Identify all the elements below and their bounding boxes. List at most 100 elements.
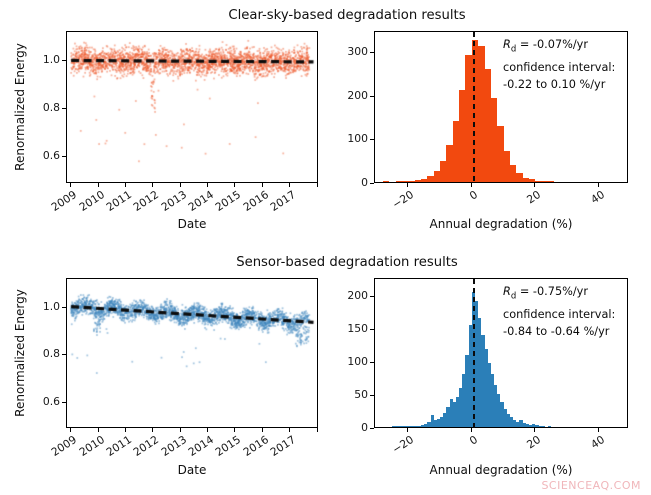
histogram-bar bbox=[421, 178, 428, 182]
tick-mark bbox=[597, 183, 599, 187]
tick-mark bbox=[70, 428, 72, 432]
tick-mark bbox=[70, 183, 72, 187]
y-tick-label: 50 bbox=[354, 388, 368, 402]
histogram-bar bbox=[424, 423, 428, 427]
histogram-bar bbox=[478, 318, 482, 427]
tick-mark bbox=[597, 428, 599, 432]
y-tick-label: 0.8 bbox=[42, 101, 60, 115]
tick-mark bbox=[370, 95, 374, 97]
histogram-bar bbox=[516, 173, 523, 182]
tick-mark bbox=[124, 428, 126, 432]
tick-mark bbox=[62, 354, 66, 356]
histogram-bar bbox=[484, 69, 491, 182]
histogram-bar bbox=[484, 349, 488, 427]
histogram-bar bbox=[481, 334, 485, 427]
x-axis-label-degradation-top: Annual degradation (%) bbox=[429, 217, 573, 231]
tick-mark bbox=[207, 428, 209, 432]
clearsky-histogram-axes bbox=[374, 31, 628, 184]
rd-value-line: Rd = -0.75%/yr bbox=[503, 285, 589, 302]
tick-mark bbox=[534, 428, 536, 432]
median-degradation-dashline bbox=[472, 32, 476, 184]
top-row-title: Clear-sky-based degradation results bbox=[228, 8, 466, 23]
tick-mark bbox=[152, 183, 154, 187]
sensor-scatter-axes bbox=[66, 278, 319, 429]
histogram-bar bbox=[462, 374, 466, 427]
tick-mark bbox=[62, 401, 66, 403]
tick-mark bbox=[97, 183, 99, 187]
histogram-bar bbox=[541, 181, 549, 182]
tick-mark bbox=[234, 428, 236, 432]
histogram-bar bbox=[497, 126, 504, 182]
tick-mark bbox=[62, 59, 66, 61]
histogram-bar bbox=[398, 426, 402, 427]
histogram-bar bbox=[408, 425, 412, 427]
histogram-bar bbox=[459, 90, 466, 182]
histogram-bar bbox=[538, 425, 542, 427]
tick-mark bbox=[179, 428, 181, 432]
clearsky-scatter-axes bbox=[66, 31, 319, 184]
histogram-bar bbox=[465, 354, 469, 427]
y-tick-label: 1.0 bbox=[42, 299, 60, 313]
tick-mark bbox=[407, 428, 409, 432]
confidence-label-line: confidence interval: bbox=[503, 60, 616, 74]
histogram-bar bbox=[430, 415, 434, 427]
histogram-bar bbox=[509, 417, 514, 427]
histogram-bar bbox=[509, 165, 517, 182]
histogram-bar bbox=[452, 120, 460, 182]
histogram-bar bbox=[490, 374, 495, 427]
scatter-points-canvas bbox=[67, 279, 319, 429]
tick-mark bbox=[316, 428, 318, 432]
histogram-bar bbox=[408, 180, 415, 182]
tick-mark bbox=[370, 51, 374, 53]
histogram-bar bbox=[468, 325, 472, 427]
histogram-bar bbox=[436, 419, 441, 427]
y-tick-label: 0 bbox=[361, 421, 368, 434]
histogram-bar bbox=[548, 180, 555, 182]
histogram-bar bbox=[500, 402, 504, 427]
histogram-bar bbox=[459, 387, 463, 427]
histogram-bar bbox=[522, 177, 529, 182]
histogram-bar bbox=[535, 180, 542, 182]
histogram-bar bbox=[490, 98, 498, 182]
sensor-histogram-axes bbox=[374, 278, 628, 429]
y-tick-label: 200 bbox=[347, 289, 368, 303]
y-tick-label: 0.8 bbox=[42, 347, 60, 361]
tick-mark bbox=[62, 108, 66, 110]
histogram-bar bbox=[541, 426, 545, 427]
histogram-bar bbox=[414, 426, 418, 427]
histogram-bar bbox=[452, 402, 456, 427]
tick-mark bbox=[407, 183, 409, 187]
histogram-bar bbox=[503, 408, 507, 427]
tick-mark bbox=[152, 428, 154, 432]
confidence-interval-line: -0.22 to 0.10 %/yr bbox=[503, 78, 606, 92]
histogram-bar bbox=[516, 421, 520, 427]
histogram-bar bbox=[525, 424, 529, 427]
histogram-bar bbox=[487, 362, 491, 427]
confidence-label-line: confidence interval: bbox=[503, 307, 616, 321]
tick-mark bbox=[370, 183, 374, 184]
tick-mark bbox=[289, 428, 291, 432]
histogram-bar bbox=[392, 426, 396, 427]
tick-mark bbox=[289, 183, 291, 187]
tick-mark bbox=[370, 296, 374, 298]
histogram-bar bbox=[417, 425, 422, 427]
tick-mark bbox=[62, 156, 66, 158]
histogram-bar bbox=[503, 150, 510, 182]
y-tick-label: 0.6 bbox=[42, 394, 60, 408]
tick-mark bbox=[470, 428, 472, 432]
tick-mark bbox=[62, 306, 66, 308]
tick-mark bbox=[261, 428, 263, 432]
rd-value-line: Rd = -0.07%/yr bbox=[503, 38, 589, 55]
histogram-bar bbox=[405, 426, 409, 427]
y-tick-label: 0 bbox=[361, 176, 368, 189]
tick-mark bbox=[124, 183, 126, 187]
histogram-bar bbox=[475, 300, 479, 427]
x-axis-label-date-top: Date bbox=[177, 217, 207, 231]
x-axis-label-degradation-bottom: Annual degradation (%) bbox=[429, 463, 573, 477]
tick-mark bbox=[370, 428, 374, 429]
histogram-bar bbox=[465, 55, 472, 182]
tick-mark bbox=[370, 139, 374, 141]
x-axis-label-date-bottom: Date bbox=[177, 463, 207, 477]
histogram-bar bbox=[522, 423, 526, 427]
